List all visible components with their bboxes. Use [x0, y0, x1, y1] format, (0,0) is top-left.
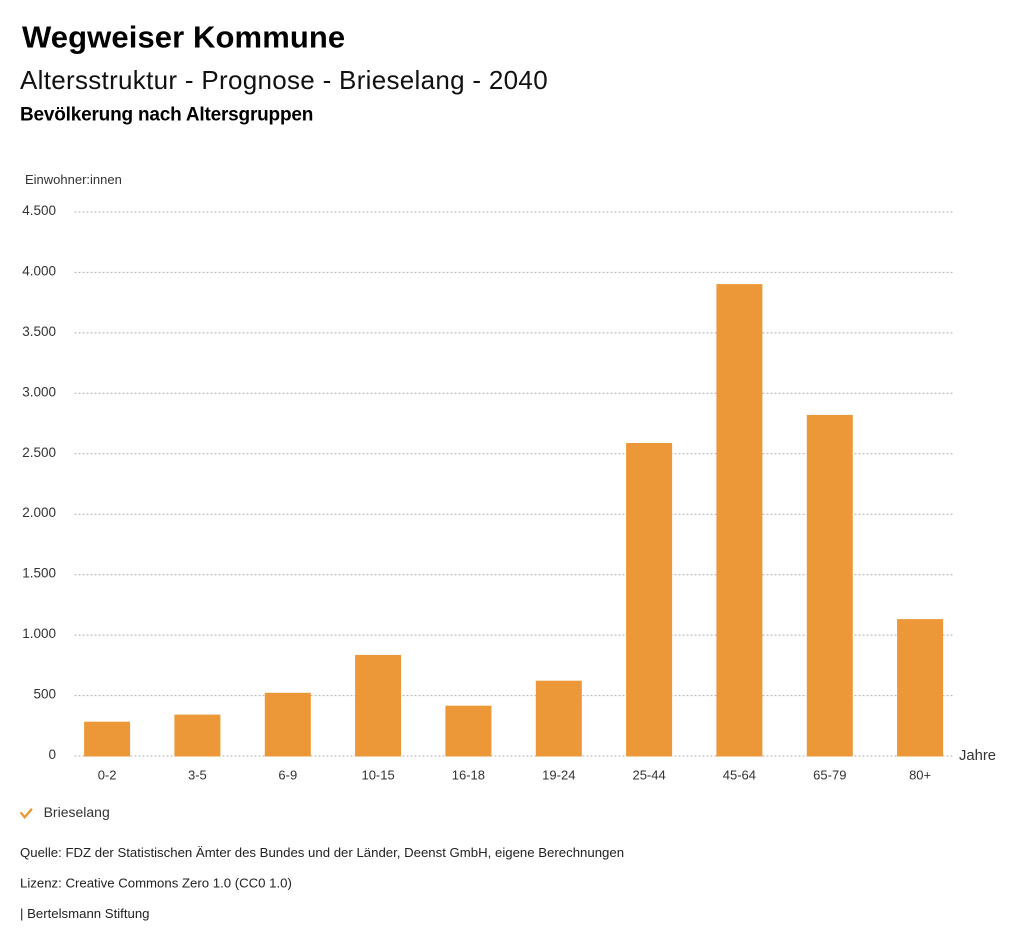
svg-text:500: 500: [33, 687, 56, 702]
svg-text:65-79: 65-79: [813, 767, 846, 782]
svg-text:Lizenz: Creative Commons Zero: Lizenz: Creative Commons Zero 1.0 (CC0 1…: [20, 876, 292, 891]
svg-text:0: 0: [48, 747, 56, 762]
svg-text:1.000: 1.000: [22, 626, 56, 641]
svg-text:4.000: 4.000: [22, 263, 56, 278]
svg-text:3.000: 3.000: [22, 384, 56, 399]
svg-text:Quelle: FDZ der Statistischen: Quelle: FDZ der Statistischen Ämter des …: [20, 845, 624, 860]
svg-text:2.500: 2.500: [22, 445, 56, 460]
svg-text:3-5: 3-5: [188, 767, 207, 782]
svg-text:80+: 80+: [909, 767, 931, 782]
svg-text:2.000: 2.000: [22, 505, 56, 520]
svg-text:Wegweiser Kommune: Wegweiser Kommune: [22, 20, 345, 55]
svg-text:25-44: 25-44: [632, 767, 665, 782]
svg-text:6-9: 6-9: [278, 767, 297, 782]
svg-text:Brieselang: Brieselang: [44, 804, 110, 820]
svg-text:19-24: 19-24: [542, 767, 575, 782]
svg-text:4.500: 4.500: [22, 203, 56, 218]
svg-text:| Bertelsmann Stiftung: | Bertelsmann Stiftung: [20, 906, 150, 921]
svg-text:Einwohner:innen: Einwohner:innen: [25, 172, 122, 187]
svg-text:Bevölkerung nach Altersgruppen: Bevölkerung nach Altersgruppen: [20, 104, 313, 125]
svg-text:16-18: 16-18: [452, 767, 485, 782]
svg-text:45-64: 45-64: [723, 767, 756, 782]
svg-text:3.500: 3.500: [22, 324, 56, 339]
svg-text:Jahre: Jahre: [959, 748, 996, 764]
svg-text:10-15: 10-15: [361, 767, 394, 782]
svg-text:1.500: 1.500: [22, 566, 56, 581]
svg-text:0-2: 0-2: [98, 767, 117, 782]
svg-text:Altersstruktur - Prognose - Br: Altersstruktur - Prognose - Brieselang -…: [20, 65, 548, 95]
